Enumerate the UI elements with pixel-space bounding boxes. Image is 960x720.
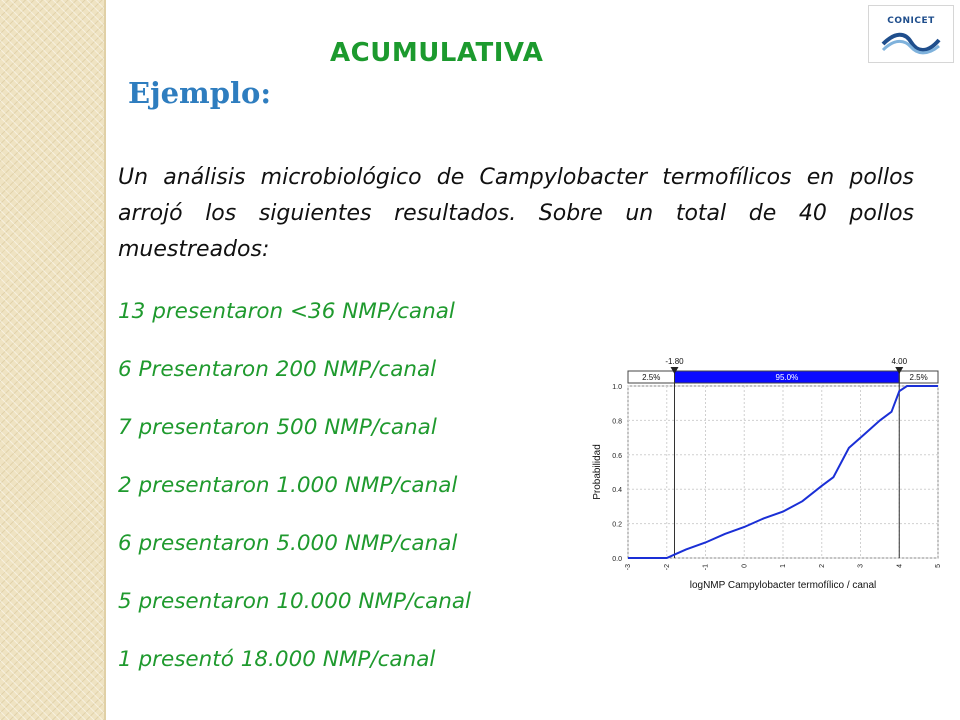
x-tick-label: -3	[625, 564, 632, 570]
chart-svg: 0.0 0.2 0.4 0.6 0.8 1.0 -3 -2 -1 0 1 2 3 4 5 logNMP Cam…	[592, 357, 942, 591]
cumulative-curve	[628, 385, 938, 559]
y-tick-label: 1.0	[612, 384, 622, 391]
x-tick-label: 5	[935, 564, 942, 568]
x-tick-label: 2	[819, 564, 826, 568]
x-tick-label: -2	[664, 564, 671, 570]
intro-paragraph: Un análisis microbiológico de Campylobac…	[118, 165, 914, 262]
y-tick-label: 0.4	[612, 487, 622, 494]
side-decoration-strip	[0, 0, 104, 720]
slide-title: ACUMULATIVA	[330, 38, 544, 68]
x-tick-label: -1	[703, 564, 710, 570]
result-item: 6 presentaron 5.000 NMP/canal	[118, 531, 458, 556]
results-list: 13 presentaron <36 NMP/canal 6 Presentar…	[118, 290, 471, 696]
conicet-logo: CONICET	[868, 5, 954, 63]
result-item: 5 presentaron 10.000 NMP/canal	[118, 589, 472, 614]
result-item: 13 presentaron <36 NMP/canal	[118, 299, 455, 324]
band-label-left: 2.5%	[642, 373, 660, 382]
side-divider	[104, 0, 106, 720]
logo-text: CONICET	[887, 16, 935, 26]
marker-triangle	[670, 367, 679, 374]
y-tick-label: 0.8	[612, 418, 622, 425]
x-tick-label: 1	[780, 564, 787, 568]
y-tick-label: 0.0	[612, 556, 622, 563]
x-axis-label: logNMP Campylobacter termofílico / canal	[690, 580, 877, 591]
x-tick-label: 0	[741, 564, 748, 568]
marker-triangle	[895, 367, 904, 374]
result-item: 6 Presentaron 200 NMP/canal	[118, 357, 437, 382]
result-item: 1 presentó 18.000 NMP/canal	[118, 647, 436, 672]
x-tick-label: 4	[896, 564, 903, 568]
y-axis-label: Probabilidad	[592, 444, 603, 500]
band-label-center: 95.0%	[776, 373, 799, 382]
y-tick-label: 0.6	[612, 453, 622, 460]
band-label-right: 2.5%	[910, 373, 928, 382]
x-tick-label: 3	[858, 564, 865, 568]
marker-label: -1.80	[665, 357, 684, 366]
result-item: 7 presentaron 500 NMP/canal	[118, 415, 437, 440]
marker-label: 4.00	[891, 357, 907, 366]
result-item: 2 presentaron 1.000 NMP/canal	[118, 473, 458, 498]
logo-wave-icon	[881, 32, 941, 55]
cumulative-chart: 0.0 0.2 0.4 0.6 0.8 1.0 -3 -2 -1 0 1 2 3 4 5 logNMP Cam…	[588, 346, 950, 598]
y-tick-label: 0.2	[612, 522, 622, 529]
slide-subtitle: Ejemplo:	[128, 76, 272, 110]
